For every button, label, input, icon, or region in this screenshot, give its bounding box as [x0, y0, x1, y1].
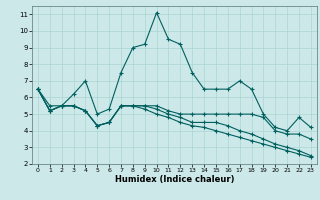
- X-axis label: Humidex (Indice chaleur): Humidex (Indice chaleur): [115, 175, 234, 184]
